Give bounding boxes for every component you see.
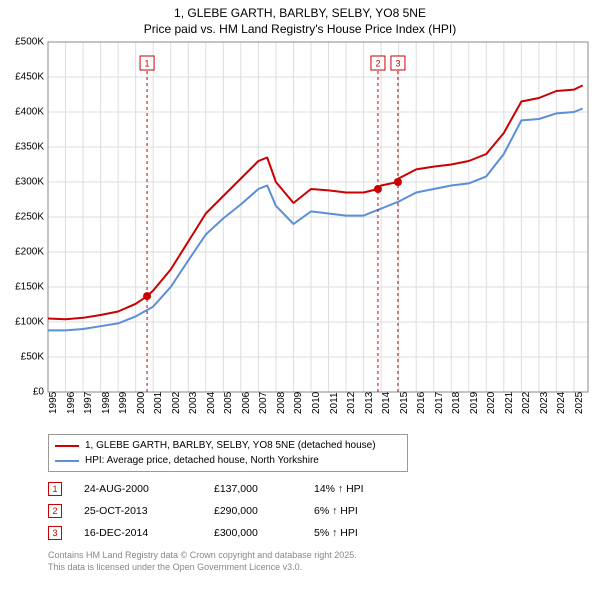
x-tick-label: 2005 xyxy=(223,392,234,414)
sale-point-dot xyxy=(143,292,151,300)
sale-delta: 14% ↑ HPI xyxy=(314,483,414,495)
x-tick-label: 2022 xyxy=(521,392,532,414)
y-tick-label: £50K xyxy=(21,352,44,363)
sale-price: £290,000 xyxy=(214,505,314,517)
series-line xyxy=(48,85,583,319)
legend-row: 1, GLEBE GARTH, BARLBY, SELBY, YO8 5NE (… xyxy=(55,438,401,453)
x-tick-label: 2019 xyxy=(469,392,480,414)
sales-table: 1 24-AUG-2000£137,00014% ↑ HPI 2 25-OCT-201… xyxy=(48,478,414,544)
x-tick-label: 1999 xyxy=(118,392,129,414)
x-tick-label: 2008 xyxy=(276,392,287,414)
sale-row-marker: 1 xyxy=(48,482,62,496)
sale-row-marker: 2 xyxy=(48,504,62,518)
x-tick-label: 2021 xyxy=(504,392,515,414)
y-tick-label: £100K xyxy=(15,317,44,328)
x-tick-label: 2009 xyxy=(293,392,304,414)
sale-date: 25-OCT-2013 xyxy=(84,505,214,517)
footer-line2: This data is licensed under the Open Gov… xyxy=(48,562,357,574)
x-tick-label: 2003 xyxy=(188,392,199,414)
sale-delta: 5% ↑ HPI xyxy=(314,527,414,539)
sale-point-dot xyxy=(374,185,382,193)
legend-swatch xyxy=(55,460,79,462)
y-tick-label: £500K xyxy=(15,37,44,48)
x-tick-label: 2000 xyxy=(136,392,147,414)
chart-container: 1, GLEBE GARTH, BARLBY, SELBY, YO8 5NE P… xyxy=(0,0,600,590)
event-marker-text: 3 xyxy=(395,58,400,68)
x-tick-label: 2020 xyxy=(486,392,497,414)
y-tick-label: £400K xyxy=(15,107,44,118)
sale-row: 1 24-AUG-2000£137,00014% ↑ HPI xyxy=(48,478,414,500)
x-tick-label: 1995 xyxy=(48,392,59,414)
sale-price: £300,000 xyxy=(214,527,314,539)
y-tick-label: £350K xyxy=(15,142,44,153)
sale-row: 2 25-OCT-2013£290,0006% ↑ HPI xyxy=(48,500,414,522)
title-block: 1, GLEBE GARTH, BARLBY, SELBY, YO8 5NE P… xyxy=(0,0,600,37)
chart-area: £0£50K£100K£150K£200K£250K£300K£350K£400… xyxy=(48,42,588,392)
plot-svg: 1 2 3 xyxy=(48,42,588,392)
legend-swatch xyxy=(55,445,79,447)
x-tick-label: 2001 xyxy=(153,392,164,414)
x-tick-label: 2006 xyxy=(241,392,252,414)
footer: Contains HM Land Registry data © Crown c… xyxy=(48,550,357,573)
y-tick-label: £200K xyxy=(15,247,44,258)
y-tick-label: £450K xyxy=(15,72,44,83)
event-marker-text: 1 xyxy=(145,58,150,68)
x-tick-label: 1996 xyxy=(66,392,77,414)
x-tick-label: 1998 xyxy=(101,392,112,414)
title-line1: 1, GLEBE GARTH, BARLBY, SELBY, YO8 5NE xyxy=(0,6,600,22)
y-tick-label: £150K xyxy=(15,282,44,293)
sale-row-marker: 3 xyxy=(48,526,62,540)
x-tick-label: 2023 xyxy=(539,392,550,414)
x-axis-labels: 1995 1996 1997 1998 1999 2000 2001 2002 2003 2004… xyxy=(48,392,588,432)
legend-label: 1, GLEBE GARTH, BARLBY, SELBY, YO8 5NE (… xyxy=(85,438,376,453)
x-tick-label: 2004 xyxy=(206,392,217,414)
sale-date: 16-DEC-2014 xyxy=(84,527,214,539)
x-tick-label: 2016 xyxy=(416,392,427,414)
y-tick-label: £250K xyxy=(15,212,44,223)
x-tick-label: 2011 xyxy=(329,392,340,414)
legend-label: HPI: Average price, detached house, Nort… xyxy=(85,453,319,468)
x-tick-label: 2010 xyxy=(311,392,322,414)
x-tick-label: 2017 xyxy=(434,392,445,414)
x-tick-label: 2002 xyxy=(171,392,182,414)
x-tick-label: 2013 xyxy=(364,392,375,414)
y-tick-label: £0 xyxy=(33,387,44,398)
series-line xyxy=(48,109,583,331)
x-tick-label: 2014 xyxy=(381,392,392,414)
x-tick-label: 1997 xyxy=(83,392,94,414)
event-marker-text: 2 xyxy=(375,58,380,68)
x-tick-label: 2015 xyxy=(399,392,410,414)
y-axis-labels: £0£50K£100K£150K£200K£250K£300K£350K£400… xyxy=(0,42,46,392)
x-tick-label: 2007 xyxy=(258,392,269,414)
x-tick-label: 2025 xyxy=(574,392,585,414)
sale-price: £137,000 xyxy=(214,483,314,495)
x-tick-label: 2012 xyxy=(346,392,357,414)
sale-date: 24-AUG-2000 xyxy=(84,483,214,495)
x-tick-label: 2024 xyxy=(556,392,567,414)
x-tick-label: 2018 xyxy=(451,392,462,414)
footer-line1: Contains HM Land Registry data © Crown c… xyxy=(48,550,357,562)
sale-point-dot xyxy=(394,178,402,186)
legend-box: 1, GLEBE GARTH, BARLBY, SELBY, YO8 5NE (… xyxy=(48,434,408,472)
sale-delta: 6% ↑ HPI xyxy=(314,505,414,517)
legend-row: HPI: Average price, detached house, Nort… xyxy=(55,453,401,468)
y-tick-label: £300K xyxy=(15,177,44,188)
sale-row: 3 16-DEC-2014£300,0005% ↑ HPI xyxy=(48,522,414,544)
title-line2: Price paid vs. HM Land Registry's House … xyxy=(0,22,600,38)
